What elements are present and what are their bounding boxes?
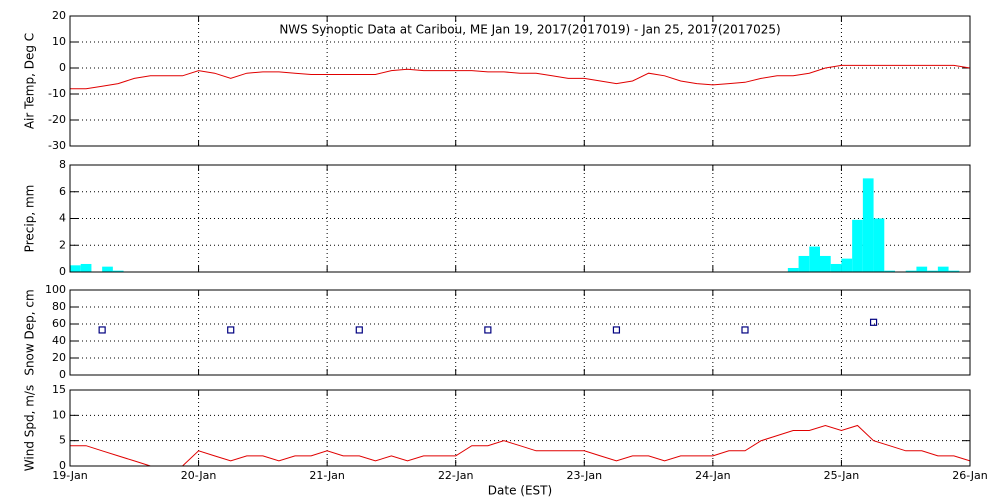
x-tick-label: 23-Jan	[567, 469, 603, 482]
y-tick-label: 15	[52, 383, 66, 396]
y-tick-label: 2	[59, 238, 66, 251]
x-tick-label: 24-Jan	[695, 469, 731, 482]
y-tick-label: 10	[52, 408, 66, 421]
y-axis-label: Wind Spd, m/s	[23, 385, 37, 471]
bar	[873, 218, 885, 272]
y-tick-label: 8	[59, 158, 66, 171]
plot-frame	[69, 289, 971, 376]
point	[227, 326, 235, 334]
x-tick-label: 21-Jan	[309, 469, 345, 482]
plot-frame	[69, 389, 971, 467]
bar	[948, 270, 960, 272]
bar	[905, 270, 917, 272]
x-tick-label: 19-Jan	[52, 469, 88, 482]
x-tick-label: 25-Jan	[824, 469, 860, 482]
bar	[70, 265, 81, 272]
chart-title: NWS Synoptic Data at Caribou, ME Jan 19,…	[279, 23, 780, 37]
plot-frame	[69, 164, 971, 273]
bar	[830, 263, 842, 272]
point	[869, 318, 878, 326]
bar	[798, 255, 810, 272]
y-tick-label: 6	[59, 185, 66, 198]
y-tick-label: 4	[59, 212, 66, 225]
y-tick-label: 0	[59, 368, 66, 381]
y-tick-label: 40	[52, 334, 66, 347]
y-tick-label: 10	[52, 35, 66, 48]
point	[741, 326, 749, 334]
bar	[820, 255, 831, 272]
bar	[884, 270, 895, 272]
plot-frame	[69, 15, 971, 147]
y-axis-label: Precip, mm	[23, 185, 37, 253]
y-axis-label: Air Temp, Deg C	[23, 33, 37, 129]
bar	[862, 178, 874, 272]
bar	[112, 270, 124, 272]
x-tick-label: 22-Jan	[438, 469, 474, 482]
point	[484, 326, 492, 334]
point	[612, 326, 621, 334]
y-tick-label: -20	[48, 113, 66, 126]
y-tick-label: 0	[59, 61, 66, 74]
y-tick-label: 80	[52, 300, 66, 313]
bar	[927, 270, 938, 272]
bar	[80, 263, 92, 272]
y-axis-label: Snow Dep, cm	[23, 289, 37, 375]
point	[98, 326, 106, 334]
bar	[787, 267, 799, 272]
bar	[809, 246, 820, 272]
y-tick-label: 0	[59, 265, 66, 278]
y-tick-label: 100	[45, 283, 66, 296]
x-tick-label: 20-Jan	[181, 469, 217, 482]
bar	[916, 266, 928, 272]
y-tick-label: 0	[59, 459, 66, 472]
y-tick-label: -10	[48, 87, 66, 100]
y-tick-label: -30	[48, 139, 66, 152]
y-tick-label: 5	[59, 434, 66, 447]
x-tick-label: 26-Jan	[952, 469, 988, 482]
data-line	[70, 64, 971, 90]
point	[355, 326, 363, 334]
y-tick-label: 20	[52, 351, 66, 364]
data-line	[70, 424, 971, 467]
x-axis-label: Date (EST)	[488, 484, 552, 498]
bar	[841, 258, 853, 272]
y-tick-label: 20	[52, 9, 66, 22]
bar	[937, 266, 949, 272]
y-tick-label: 60	[52, 317, 66, 330]
bar	[852, 219, 863, 272]
bar	[102, 266, 113, 272]
